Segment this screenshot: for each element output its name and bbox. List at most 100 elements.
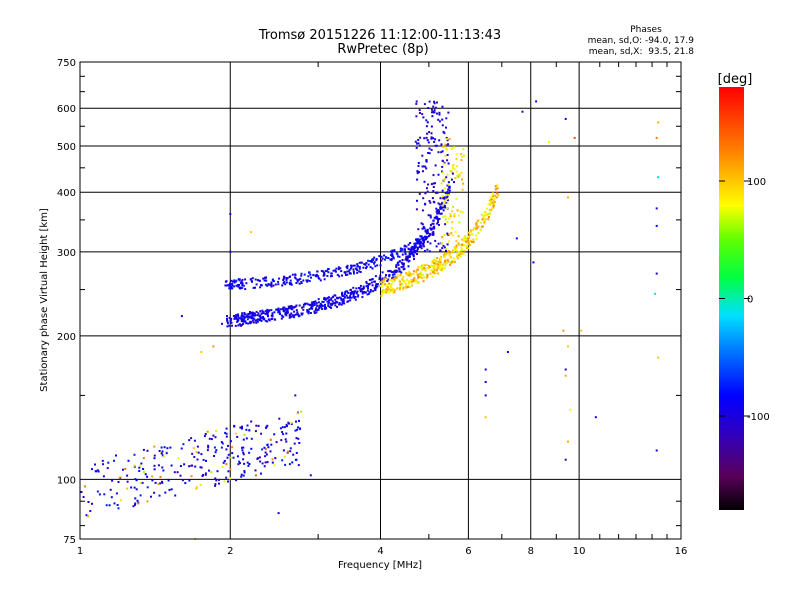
scatter-point xyxy=(300,313,303,316)
scatter-point xyxy=(288,463,291,466)
scatter-point xyxy=(157,464,160,467)
scatter-point xyxy=(370,260,373,263)
scatter-point xyxy=(144,473,147,476)
scatter-point xyxy=(422,243,425,246)
scatter-point xyxy=(435,245,438,248)
scatter-point xyxy=(231,284,234,287)
scatter-point xyxy=(448,254,451,257)
scatter-point xyxy=(379,264,382,267)
scatter-point xyxy=(429,201,432,204)
scatter-point xyxy=(115,492,118,495)
scatter-point xyxy=(252,312,255,315)
scatter-point xyxy=(283,281,286,283)
scatter-point xyxy=(444,143,447,146)
scatter-point xyxy=(358,266,361,268)
scatter-point xyxy=(443,253,446,256)
scatter-point xyxy=(300,312,303,315)
scatter-point xyxy=(146,500,149,503)
scatter-point xyxy=(315,311,318,314)
scatter-point xyxy=(432,232,435,235)
scatter-point xyxy=(231,282,233,285)
scatter-point xyxy=(382,290,385,293)
scatter-point xyxy=(399,260,401,263)
scatter-point xyxy=(427,152,430,154)
scatter-point xyxy=(440,256,443,258)
scatter-point xyxy=(385,274,387,277)
scatter-point xyxy=(381,257,384,260)
scatter-point xyxy=(484,394,487,397)
scatter-point xyxy=(462,182,465,185)
scatter-point xyxy=(315,302,318,305)
scatter-point xyxy=(388,288,391,290)
scatter-point xyxy=(356,264,359,267)
scatter-point xyxy=(296,412,299,415)
scatter-point xyxy=(366,289,369,292)
scatter-point xyxy=(448,252,451,255)
scatter-point xyxy=(281,459,284,462)
scatter-point xyxy=(405,278,408,281)
scatter-point xyxy=(445,249,447,252)
scatter-point xyxy=(266,461,269,464)
scatter-point xyxy=(134,502,137,505)
scatter-point xyxy=(207,444,210,447)
scatter-point xyxy=(416,273,419,276)
scatter-point xyxy=(449,215,452,218)
scatter-point xyxy=(310,307,312,310)
scatter-point xyxy=(455,244,458,247)
scatter-point xyxy=(441,159,444,162)
scatter-point xyxy=(468,243,470,246)
scatter-point xyxy=(418,109,421,112)
scatter-point xyxy=(450,251,453,254)
scatter-point xyxy=(417,247,419,250)
scatter-point xyxy=(399,285,402,288)
scatter-point xyxy=(134,497,137,500)
scatter-point xyxy=(283,455,286,458)
scatter-point xyxy=(463,249,466,252)
scatter-point xyxy=(289,447,292,450)
scatter-point xyxy=(447,192,450,195)
scatter-point xyxy=(208,437,211,440)
scatter-point xyxy=(391,273,394,276)
scatter-point xyxy=(313,302,316,305)
scatter-point xyxy=(455,250,458,253)
scatter-point xyxy=(429,272,432,275)
grid-lines xyxy=(80,62,681,539)
scatter-point xyxy=(342,299,345,302)
scatter-point xyxy=(227,283,230,286)
scatter-point xyxy=(415,146,418,149)
scatter-point xyxy=(316,270,319,273)
scatter-point xyxy=(487,203,490,206)
scatter-point xyxy=(268,309,271,312)
scatter-point xyxy=(306,280,309,283)
scatter-point xyxy=(225,476,228,479)
scatter-point xyxy=(403,244,406,247)
scatter-point xyxy=(247,322,249,325)
scatter-point xyxy=(111,479,114,482)
scatter-point xyxy=(442,130,445,133)
scatter-point xyxy=(428,131,431,134)
scatter-point xyxy=(423,250,426,252)
scatter-point xyxy=(94,463,96,466)
scatter-point xyxy=(492,204,495,207)
scatter-point xyxy=(113,459,115,462)
scatter-point xyxy=(422,116,425,119)
scatter-point xyxy=(420,275,423,278)
scatter-point xyxy=(181,479,184,482)
scatter-point xyxy=(259,310,262,313)
scatter-point xyxy=(287,421,290,424)
scatter-point xyxy=(467,231,470,234)
scatter-point xyxy=(289,313,292,316)
scatter-point xyxy=(327,302,330,305)
scatter-point xyxy=(448,186,451,189)
scatter-point xyxy=(250,317,253,320)
scatter-point xyxy=(318,277,321,280)
scatter-point xyxy=(281,431,284,433)
scatter-point xyxy=(430,137,433,140)
scatter-point xyxy=(461,252,464,255)
scatter-point xyxy=(258,456,261,459)
scatter-point xyxy=(281,315,284,318)
scatter-point xyxy=(260,284,262,287)
scatter-point xyxy=(365,282,368,285)
scatter-point xyxy=(390,286,393,289)
scatter-point xyxy=(146,475,149,478)
